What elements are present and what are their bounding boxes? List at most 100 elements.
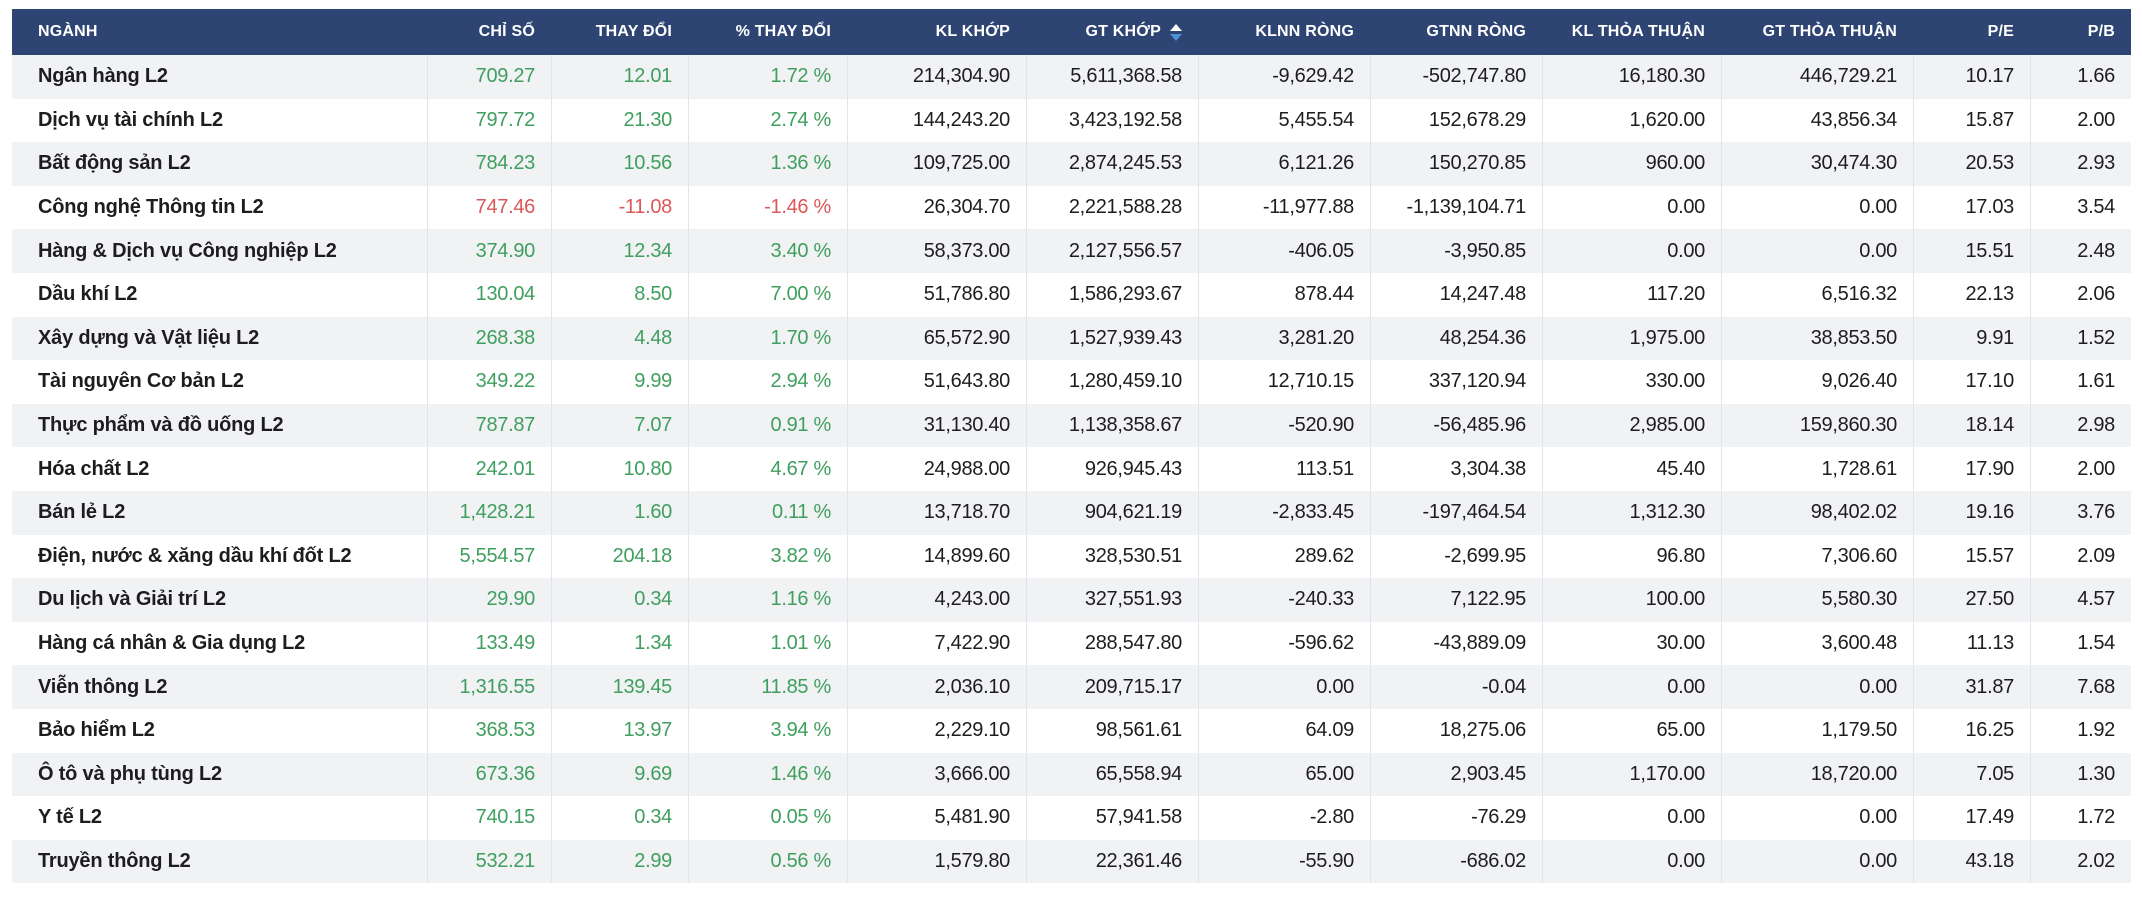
cell-kl_thoa_thuan: 100.00 bbox=[1542, 578, 1721, 622]
cell-klnn_rong: -406.05 bbox=[1198, 229, 1370, 273]
cell-thay_doi: 0.34 bbox=[551, 796, 688, 840]
table-row[interactable]: Xây dựng và Vật liệu L2268.384.481.70 %6… bbox=[12, 317, 2131, 361]
cell-gt_khop: 65,558.94 bbox=[1026, 753, 1198, 797]
table-row[interactable]: Bảo hiểm L2368.5313.973.94 %2,229.1098,5… bbox=[12, 709, 2131, 753]
cell-kl_thoa_thuan: 2,985.00 bbox=[1542, 404, 1721, 448]
cell-pe: 15.57 bbox=[1913, 535, 2030, 579]
table-row[interactable]: Dịch vụ tài chính L2797.7221.302.74 %144… bbox=[12, 99, 2131, 143]
table-row[interactable]: Dầu khí L2130.048.507.00 %51,786.801,586… bbox=[12, 273, 2131, 317]
cell-thay_doi: 139.45 bbox=[551, 665, 688, 709]
cell-pb: 2.93 bbox=[2030, 142, 2131, 186]
column-header-chi-so[interactable]: CHỈ SỐ bbox=[427, 9, 551, 55]
cell-pct_thay_doi: 3.94 % bbox=[688, 709, 847, 753]
cell-chi_so: 368.53 bbox=[427, 709, 551, 753]
cell-pe: 11.13 bbox=[1913, 622, 2030, 666]
column-header-nganh[interactable]: NGÀNH bbox=[12, 9, 427, 55]
table-row[interactable]: Hóa chất L2242.0110.804.67 %24,988.00926… bbox=[12, 447, 2131, 491]
table-row[interactable]: Du lịch và Giải trí L229.900.341.16 %4,2… bbox=[12, 578, 2131, 622]
table-row[interactable]: Công nghệ Thông tin L2747.46-11.08-1.46 … bbox=[12, 186, 2131, 230]
cell-gt_thoa_thuan: 6,516.32 bbox=[1721, 273, 1913, 317]
table-row[interactable]: Viễn thông L21,316.55139.4511.85 %2,036.… bbox=[12, 665, 2131, 709]
cell-gt_khop: 98,561.61 bbox=[1026, 709, 1198, 753]
cell-thay_doi: -11.08 bbox=[551, 186, 688, 230]
cell-klnn_rong: -2.80 bbox=[1198, 796, 1370, 840]
cell-klnn_rong: 5,455.54 bbox=[1198, 99, 1370, 143]
column-header-kl-khop[interactable]: KL KHỚP bbox=[847, 9, 1026, 55]
cell-pb: 1.66 bbox=[2030, 55, 2131, 99]
table-row[interactable]: Ô tô và phụ tùng L2673.369.691.46 %3,666… bbox=[12, 753, 2131, 797]
cell-gt_khop: 926,945.43 bbox=[1026, 447, 1198, 491]
cell-pe: 17.49 bbox=[1913, 796, 2030, 840]
cell-gt_thoa_thuan: 0.00 bbox=[1721, 665, 1913, 709]
cell-pe: 15.87 bbox=[1913, 99, 2030, 143]
cell-kl_thoa_thuan: 0.00 bbox=[1542, 186, 1721, 230]
cell-gt_khop: 1,586,293.67 bbox=[1026, 273, 1198, 317]
cell-pe: 27.50 bbox=[1913, 578, 2030, 622]
cell-gt_thoa_thuan: 18,720.00 bbox=[1721, 753, 1913, 797]
cell-kl_khop: 65,572.90 bbox=[847, 317, 1026, 361]
table-row[interactable]: Hàng & Dịch vụ Công nghiệp L2374.9012.34… bbox=[12, 229, 2131, 273]
column-header-pe[interactable]: P/E bbox=[1913, 9, 2030, 55]
table-row[interactable]: Bán lẻ L21,428.211.600.11 %13,718.70904,… bbox=[12, 491, 2131, 535]
cell-pe: 43.18 bbox=[1913, 840, 2030, 884]
cell-pe: 9.91 bbox=[1913, 317, 2030, 361]
cell-pb: 2.02 bbox=[2030, 840, 2131, 884]
table-row[interactable]: Ngân hàng L2709.2712.011.72 %214,304.905… bbox=[12, 55, 2131, 99]
cell-pb: 7.68 bbox=[2030, 665, 2131, 709]
column-header-gt-thoa-thuan[interactable]: GT THỎA THUẬN bbox=[1721, 9, 1913, 55]
column-header-gt-khop[interactable]: GT KHỚP bbox=[1026, 9, 1198, 55]
column-header-gtnn-rong[interactable]: GTNN RÒNG bbox=[1370, 9, 1542, 55]
cell-pct_thay_doi: 0.91 % bbox=[688, 404, 847, 448]
cell-thay_doi: 204.18 bbox=[551, 535, 688, 579]
cell-pct_thay_doi: 3.40 % bbox=[688, 229, 847, 273]
cell-pe: 17.90 bbox=[1913, 447, 2030, 491]
table-row[interactable]: Tài nguyên Cơ bản L2349.229.992.94 %51,6… bbox=[12, 360, 2131, 404]
table-row[interactable]: Truyền thông L2532.212.990.56 %1,579.802… bbox=[12, 840, 2131, 884]
cell-pb: 2.98 bbox=[2030, 404, 2131, 448]
sector-name: Điện, nước & xăng dầu khí đốt L2 bbox=[12, 535, 427, 579]
cell-thay_doi: 2.99 bbox=[551, 840, 688, 884]
cell-gtnn_rong: -197,464.54 bbox=[1370, 491, 1542, 535]
column-header-klnn-rong[interactable]: KLNN RÒNG bbox=[1198, 9, 1370, 55]
table-row[interactable]: Y tế L2740.150.340.05 %5,481.9057,941.58… bbox=[12, 796, 2131, 840]
table-row[interactable]: Hàng cá nhân & Gia dụng L2133.491.341.01… bbox=[12, 622, 2131, 666]
cell-klnn_rong: -2,833.45 bbox=[1198, 491, 1370, 535]
cell-thay_doi: 10.56 bbox=[551, 142, 688, 186]
cell-kl_khop: 2,229.10 bbox=[847, 709, 1026, 753]
cell-thay_doi: 8.50 bbox=[551, 273, 688, 317]
cell-chi_so: 747.46 bbox=[427, 186, 551, 230]
cell-kl_thoa_thuan: 1,620.00 bbox=[1542, 99, 1721, 143]
cell-klnn_rong: 0.00 bbox=[1198, 665, 1370, 709]
column-header-kl-thoa-thuan[interactable]: KL THỎA THUẬN bbox=[1542, 9, 1721, 55]
column-header-thay-doi[interactable]: THAY ĐỔI bbox=[551, 9, 688, 55]
cell-kl_thoa_thuan: 65.00 bbox=[1542, 709, 1721, 753]
table-row[interactable]: Điện, nước & xăng dầu khí đốt L25,554.57… bbox=[12, 535, 2131, 579]
cell-pb: 4.57 bbox=[2030, 578, 2131, 622]
cell-gt_khop: 288,547.80 bbox=[1026, 622, 1198, 666]
cell-gt_thoa_thuan: 0.00 bbox=[1721, 840, 1913, 884]
table-header-row: NGÀNH CHỈ SỐ THAY ĐỔI % THAY ĐỔI KL KHỚP… bbox=[12, 9, 2131, 55]
cell-pct_thay_doi: 11.85 % bbox=[688, 665, 847, 709]
column-header-pb[interactable]: P/B bbox=[2030, 9, 2131, 55]
sector-name: Hàng & Dịch vụ Công nghiệp L2 bbox=[12, 229, 427, 273]
cell-klnn_rong: -11,977.88 bbox=[1198, 186, 1370, 230]
cell-gt_thoa_thuan: 1,179.50 bbox=[1721, 709, 1913, 753]
table-row[interactable]: Thực phẩm và đồ uống L2787.877.070.91 %3… bbox=[12, 404, 2131, 448]
cell-pct_thay_doi: 1.70 % bbox=[688, 317, 847, 361]
cell-gt_thoa_thuan: 7,306.60 bbox=[1721, 535, 1913, 579]
cell-kl_thoa_thuan: 45.40 bbox=[1542, 447, 1721, 491]
table-row[interactable]: Bất động sản L2784.2310.561.36 %109,725.… bbox=[12, 142, 2131, 186]
cell-pe: 22.13 bbox=[1913, 273, 2030, 317]
column-header-pct-thay-doi[interactable]: % THAY ĐỔI bbox=[688, 9, 847, 55]
cell-gt_khop: 1,280,459.10 bbox=[1026, 360, 1198, 404]
cell-thay_doi: 9.99 bbox=[551, 360, 688, 404]
cell-kl_thoa_thuan: 960.00 bbox=[1542, 142, 1721, 186]
cell-pb: 2.00 bbox=[2030, 99, 2131, 143]
cell-pct_thay_doi: -1.46 % bbox=[688, 186, 847, 230]
cell-chi_so: 1,316.55 bbox=[427, 665, 551, 709]
cell-gtnn_rong: 3,304.38 bbox=[1370, 447, 1542, 491]
cell-kl_thoa_thuan: 1,170.00 bbox=[1542, 753, 1721, 797]
cell-gtnn_rong: -56,485.96 bbox=[1370, 404, 1542, 448]
cell-chi_so: 268.38 bbox=[427, 317, 551, 361]
cell-kl_thoa_thuan: 330.00 bbox=[1542, 360, 1721, 404]
